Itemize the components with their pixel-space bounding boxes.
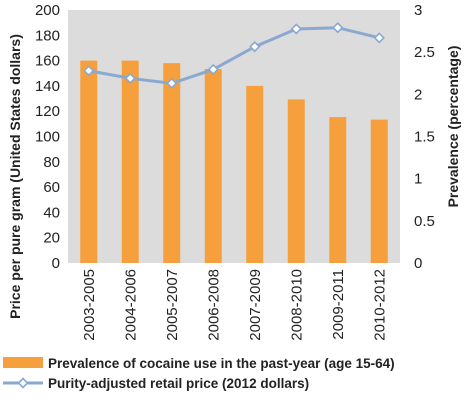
bar [80, 60, 98, 263]
line-marker [83, 65, 95, 77]
right-axis: 3 2.5 2 1.5 1 0.5 0 [414, 2, 435, 272]
right-tick-label: 3 [414, 2, 422, 19]
legend-marker [17, 377, 29, 389]
left-tick-label: 40 [43, 204, 60, 221]
line-marker [249, 41, 261, 53]
x-tick-label: 2005-2007 [164, 269, 181, 341]
x-tick-label: 2003-2005 [81, 269, 98, 341]
bars-layer [80, 60, 388, 264]
bar [287, 99, 305, 263]
left-tick-label: 180 [35, 27, 60, 44]
bar [370, 119, 388, 263]
left-tick-label: 160 [35, 53, 60, 70]
left-tick-label: 60 [43, 179, 60, 196]
x-tick-label: 2009-2011 [330, 269, 347, 340]
right-tick-label: 1 [414, 171, 422, 188]
legend-label-bar: Prevalence of cocaine use in the past-ye… [48, 356, 395, 371]
x-tick-label: 2010-2012 [371, 269, 388, 341]
x-axis: 2003-2005 2004-2006 2005-2007 2006-2008 2007… [81, 269, 389, 341]
left-tick-label: 80 [43, 154, 60, 171]
line-marker [124, 72, 136, 84]
plot-area [68, 10, 400, 263]
bar [121, 60, 139, 263]
left-tick-label: 20 [43, 230, 60, 247]
legend-swatch-bar [3, 357, 43, 368]
price-line [88, 26, 380, 85]
line-marker [373, 32, 385, 44]
right-tick-label: 2.5 [414, 44, 435, 61]
right-tick-label: 0.5 [414, 213, 435, 230]
right-tick-label: 2 [414, 86, 422, 103]
line-marker [166, 77, 178, 90]
line-marker [332, 22, 344, 34]
line-marker [290, 23, 302, 35]
x-tick-label: 2004-2006 [122, 269, 139, 341]
bar [329, 117, 347, 263]
x-tick-label: 2007-2009 [247, 269, 264, 341]
left-tick-label: 100 [35, 129, 60, 146]
left-axis-title: Price per pure gram (United States dolla… [7, 34, 23, 319]
line-marker [207, 63, 219, 76]
left-tick-label: 140 [35, 78, 60, 95]
right-tick-label: 0 [414, 255, 422, 272]
left-tick-label: 0 [52, 255, 60, 272]
right-axis-title: Prevalence (percentage) [445, 46, 461, 208]
legend: Prevalence of cocaine use in the past-ye… [3, 356, 395, 391]
line-layer [83, 22, 385, 90]
left-tick-label: 200 [35, 2, 60, 19]
x-tick-label: 2006-2008 [205, 269, 222, 341]
bar [246, 85, 264, 264]
x-tick-label: 2008-2010 [288, 269, 305, 341]
bar [204, 69, 222, 264]
left-tick-label: 120 [35, 103, 60, 120]
legend-label-line: Purity-adjusted retail price (2012 dolla… [48, 376, 309, 391]
bar [163, 63, 181, 263]
right-tick-label: 1.5 [414, 129, 435, 146]
